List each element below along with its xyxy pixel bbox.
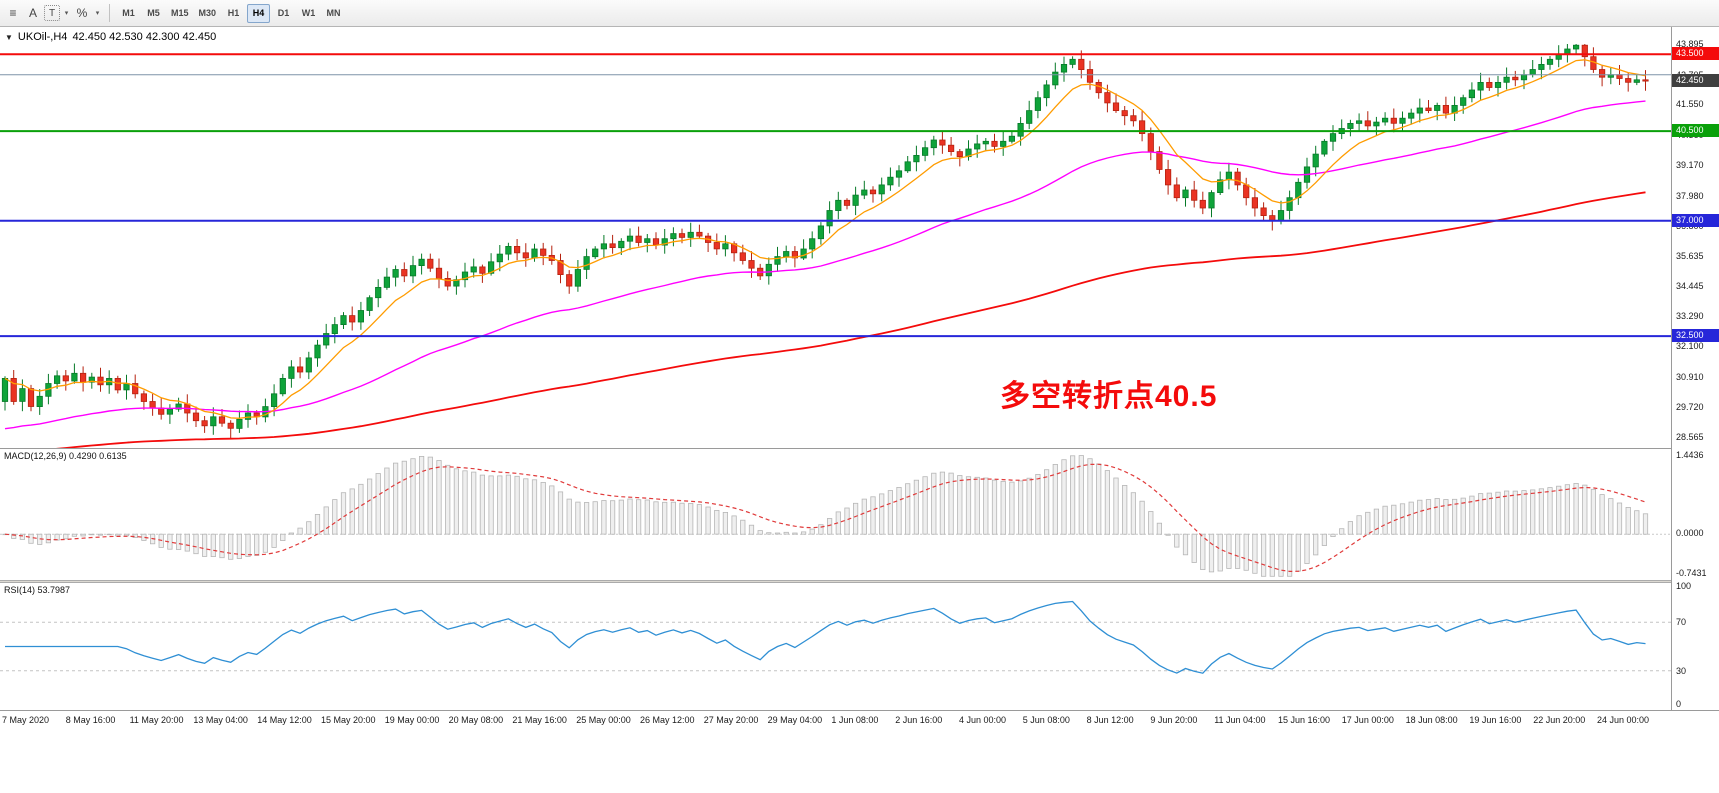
macd-panel[interactable]: MACD(12,26,9) 0.4290 0.6135 xyxy=(0,448,1671,580)
rsi-axis-label: 100 xyxy=(1676,581,1692,591)
macd-name: MACD(12,26,9) xyxy=(4,451,67,461)
time-axis-label: 7 May 2020 xyxy=(2,715,50,725)
time-axis-label: 19 Jun 16:00 xyxy=(1469,715,1522,725)
timeframe-w1-button[interactable]: W1 xyxy=(301,8,316,18)
price-line-badge: 43.500 xyxy=(1672,47,1719,60)
price-axis-label: 35.635 xyxy=(1676,251,1704,261)
time-axis-label: 26 May 12:00 xyxy=(640,715,695,725)
time-axis-label: 8 Jun 12:00 xyxy=(1086,715,1134,725)
price-axis-label: 33.290 xyxy=(1676,311,1704,321)
price-axis-label: 39.170 xyxy=(1676,160,1704,170)
time-axis-label: 11 Jun 04:00 xyxy=(1214,715,1266,725)
drawing-toolbar: ≡ A T ▾% ▾ xyxy=(3,4,103,23)
rsi-axis-label: 70 xyxy=(1676,617,1687,627)
price-axis-label: 32.100 xyxy=(1676,341,1704,351)
rsi-name: RSI(14) xyxy=(4,585,36,595)
percent-tool-button[interactable]: % xyxy=(76,6,88,20)
price-axis-label: 28.565 xyxy=(1676,432,1704,442)
timeframe-m30-button[interactable]: M30 xyxy=(198,8,217,18)
time-axis-label: 22 Jun 20:00 xyxy=(1533,715,1586,725)
text-label-tool-button[interactable]: A xyxy=(28,6,37,20)
time-axis-label: 1 Jun 08:00 xyxy=(831,715,879,725)
timeframe-d1-button[interactable]: D1 xyxy=(277,8,290,18)
symbol-quote-line: ▼ UKOil-,H4 42.450 42.530 42.300 42.450 xyxy=(5,31,216,43)
price-axis-label: 41.550 xyxy=(1676,99,1704,109)
time-axis[interactable]: 7 May 2020 8 May 16:00 11 May 20:00 13 May … xyxy=(0,710,1719,728)
price-axis-label: 30.910 xyxy=(1676,372,1704,382)
time-axis-label: 17 Jun 00:00 xyxy=(1341,715,1394,725)
timeframe-toolbar: M1 M5 M15 M30 H1 H4 D1 W1 MN xyxy=(116,3,346,23)
toolbar-separator xyxy=(109,4,110,22)
timeframe-m1-button[interactable]: M1 xyxy=(122,8,135,18)
rsi-canvas[interactable] xyxy=(0,583,1671,710)
text-tool-button[interactable]: T xyxy=(44,5,60,21)
symbol-dropdown-icon[interactable]: ▼ xyxy=(5,32,13,42)
time-axis-label: 20 May 08:00 xyxy=(448,715,504,725)
price-line-badge: 42.450 xyxy=(1672,74,1719,87)
time-axis-label: 24 Jun 00:00 xyxy=(1597,715,1650,725)
price-axis[interactable]: 43.89542.70541.55040.36039.17037.98036.8… xyxy=(1671,27,1719,710)
time-axis-label: 8 May 16:00 xyxy=(65,715,116,725)
macd-axis-label: 0.0000 xyxy=(1676,528,1704,538)
chart-window: ▼ UKOil-,H4 42.450 42.530 42.300 42.450 … xyxy=(0,27,1719,728)
time-axis-label: 9 Jun 20:00 xyxy=(1150,715,1198,725)
panel-splitter[interactable] xyxy=(0,580,1719,583)
time-axis-label: 21 May 16:00 xyxy=(512,715,567,725)
time-axis-label: 11 May 20:00 xyxy=(129,715,184,725)
time-axis-label: 14 May 12:00 xyxy=(257,715,312,725)
price-axis-label: 34.445 xyxy=(1676,281,1704,291)
price-line-badge: 37.000 xyxy=(1672,214,1719,227)
macd-values: 0.4290 0.6135 xyxy=(69,451,127,461)
time-axis-label: 2 Jun 16:00 xyxy=(895,715,943,725)
timeframe-h1-button[interactable]: H1 xyxy=(227,8,240,18)
candlestick-chart-canvas[interactable] xyxy=(0,27,1671,448)
time-axis-label: 15 May 20:00 xyxy=(321,715,376,725)
price-axis-label: 37.980 xyxy=(1676,191,1704,201)
rsi-panel[interactable]: RSI(14) 53.7987 xyxy=(0,583,1671,710)
time-axis-label: 25 May 00:00 xyxy=(576,715,631,725)
rsi-axis-label: 30 xyxy=(1676,666,1687,676)
price-axis-label: 43.895 xyxy=(1676,39,1704,49)
timeframe-h4-button[interactable]: H4 xyxy=(247,3,271,23)
time-axis-label: 15 Jun 16:00 xyxy=(1278,715,1331,725)
percent-caret-icon[interactable]: ▾ xyxy=(95,10,100,17)
price-axis-label: 29.720 xyxy=(1676,402,1704,412)
time-axis-label: 29 May 04:00 xyxy=(767,715,823,725)
time-axis-label: 18 Jun 08:00 xyxy=(1405,715,1458,725)
macd-axis-label: 1.4436 xyxy=(1676,450,1704,460)
tools-caret-icon[interactable]: ▾ xyxy=(64,10,69,17)
time-axis-label: 4 Jun 00:00 xyxy=(959,715,1007,725)
macd-axis-label: -0.7431 xyxy=(1676,568,1707,578)
macd-label: MACD(12,26,9) 0.4290 0.6135 xyxy=(4,451,127,461)
time-axis-label: 5 Jun 08:00 xyxy=(1022,715,1070,725)
ohlc-readout: 42.450 42.530 42.300 42.450 xyxy=(72,31,217,43)
time-axis-label: 19 May 00:00 xyxy=(384,715,440,725)
time-axis-label: 13 May 04:00 xyxy=(193,715,248,725)
price-line-badge: 40.500 xyxy=(1672,124,1719,137)
symbol-period: UKOil-,H4 xyxy=(17,31,68,43)
time-axis-label: 27 May 20:00 xyxy=(703,715,759,725)
price-line-badge: 32.500 xyxy=(1672,329,1719,342)
rsi-label: RSI(14) 53.7987 xyxy=(4,585,70,595)
toolbar: ≡ A T ▾% ▾ M1 M5 M15 M30 H1 H4 D1 W1 MN xyxy=(0,0,1719,27)
macd-canvas[interactable] xyxy=(0,449,1671,578)
chart-annotation: 多空转折点40.5 xyxy=(1000,380,1218,413)
line-studies-icon[interactable]: ≡ xyxy=(9,6,17,20)
rsi-axis-label: 0 xyxy=(1676,699,1682,709)
timeframe-m5-button[interactable]: M5 xyxy=(147,8,160,18)
rsi-value: 53.7987 xyxy=(37,585,71,595)
timeframe-m15-button[interactable]: M15 xyxy=(171,8,189,18)
main-chart-panel[interactable]: ▼ UKOil-,H4 42.450 42.530 42.300 42.450 … xyxy=(0,27,1671,448)
timeframe-mn-button[interactable]: MN xyxy=(326,8,341,18)
